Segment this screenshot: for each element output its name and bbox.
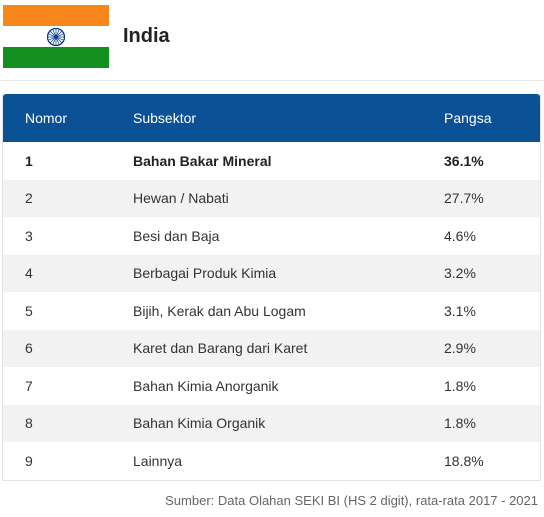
table-row: 1 Bahan Bakar Mineral 36.1% bbox=[3, 142, 540, 180]
source-note: Sumber: Data Olahan SEKI BI (HS 2 digit)… bbox=[165, 493, 538, 508]
flag-saffron-band bbox=[3, 5, 109, 26]
country-title: India bbox=[123, 25, 170, 47]
row-number: 3 bbox=[25, 227, 33, 244]
country-header: India bbox=[0, 0, 544, 80]
row-pangsa: 18.8% bbox=[444, 452, 484, 469]
row-pangsa: 3.1% bbox=[444, 302, 476, 319]
column-header-nomor: Nomor bbox=[25, 110, 68, 126]
header-divider bbox=[0, 80, 544, 81]
india-flag-icon bbox=[3, 5, 109, 68]
row-pangsa: 1.8% bbox=[444, 377, 476, 394]
row-pangsa: 27.7% bbox=[444, 190, 484, 207]
row-number: 5 bbox=[25, 302, 33, 319]
row-pangsa: 4.6% bbox=[444, 227, 476, 244]
row-pangsa: 2.9% bbox=[444, 340, 476, 357]
row-number: 1 bbox=[25, 152, 33, 169]
table-row: 9 Lainnya 18.8% bbox=[3, 442, 540, 480]
row-number: 6 bbox=[25, 340, 33, 357]
table-row: 8 Bahan Kimia Organik 1.8% bbox=[3, 404, 540, 442]
flag-white-band bbox=[3, 26, 109, 47]
flag-green-band bbox=[3, 47, 109, 68]
row-number: 9 bbox=[25, 452, 33, 469]
row-number: 2 bbox=[25, 190, 33, 207]
row-number: 7 bbox=[25, 377, 33, 394]
subsector-table: Nomor Subsektor Pangsa 1 Bahan Bakar Mine… bbox=[2, 94, 541, 481]
table-row: 2 Hewan / Nabati 27.7% bbox=[3, 179, 540, 217]
row-subsektor: Besi dan Baja bbox=[133, 227, 220, 244]
table-header: Nomor Subsektor Pangsa bbox=[3, 94, 540, 142]
column-header-subsektor: Subsektor bbox=[133, 110, 197, 126]
ashoka-chakra-icon bbox=[46, 27, 66, 47]
row-number: 8 bbox=[25, 415, 33, 432]
table-row: 3 Besi dan Baja 4.6% bbox=[3, 217, 540, 255]
row-subsektor: Bahan Kimia Anorganik bbox=[133, 377, 279, 394]
row-subsektor: Bahan Kimia Organik bbox=[133, 415, 266, 432]
row-subsektor: Hewan / Nabati bbox=[133, 190, 229, 207]
row-pangsa: 3.2% bbox=[444, 265, 476, 282]
table-row: 4 Berbagai Produk Kimia 3.2% bbox=[3, 254, 540, 292]
row-number: 4 bbox=[25, 265, 33, 282]
row-subsektor: Bijih, Kerak dan Abu Logam bbox=[133, 302, 306, 319]
row-subsektor: Bahan Bakar Mineral bbox=[133, 152, 272, 169]
table-row: 6 Karet dan Barang dari Karet 2.9% bbox=[3, 329, 540, 367]
column-header-pangsa: Pangsa bbox=[444, 110, 492, 126]
row-subsektor: Berbagai Produk Kimia bbox=[133, 265, 277, 282]
row-subsektor: Karet dan Barang dari Karet bbox=[133, 340, 308, 357]
row-pangsa: 36.1% bbox=[444, 152, 484, 169]
row-pangsa: 1.8% bbox=[444, 415, 476, 432]
table-row: 5 Bijih, Kerak dan Abu Logam 3.1% bbox=[3, 292, 540, 330]
table-row: 7 Bahan Kimia Anorganik 1.8% bbox=[3, 367, 540, 405]
row-subsektor: Lainnya bbox=[133, 452, 183, 469]
table-body: 1 Bahan Bakar Mineral 36.1% 2 Hewan / Nabati… bbox=[3, 142, 540, 480]
